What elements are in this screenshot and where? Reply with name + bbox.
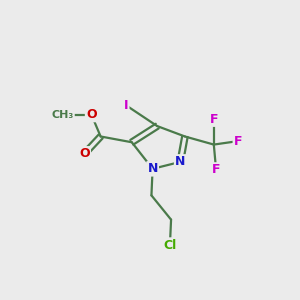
Text: F: F	[212, 164, 220, 176]
Text: Cl: Cl	[163, 238, 176, 252]
Text: O: O	[79, 147, 90, 160]
Text: F: F	[210, 113, 218, 126]
Text: F: F	[234, 135, 242, 148]
Text: O: O	[86, 108, 97, 121]
Text: I: I	[124, 99, 128, 112]
Text: N: N	[175, 155, 185, 168]
Text: N: N	[147, 162, 158, 175]
Text: CH₃: CH₃	[51, 110, 74, 119]
